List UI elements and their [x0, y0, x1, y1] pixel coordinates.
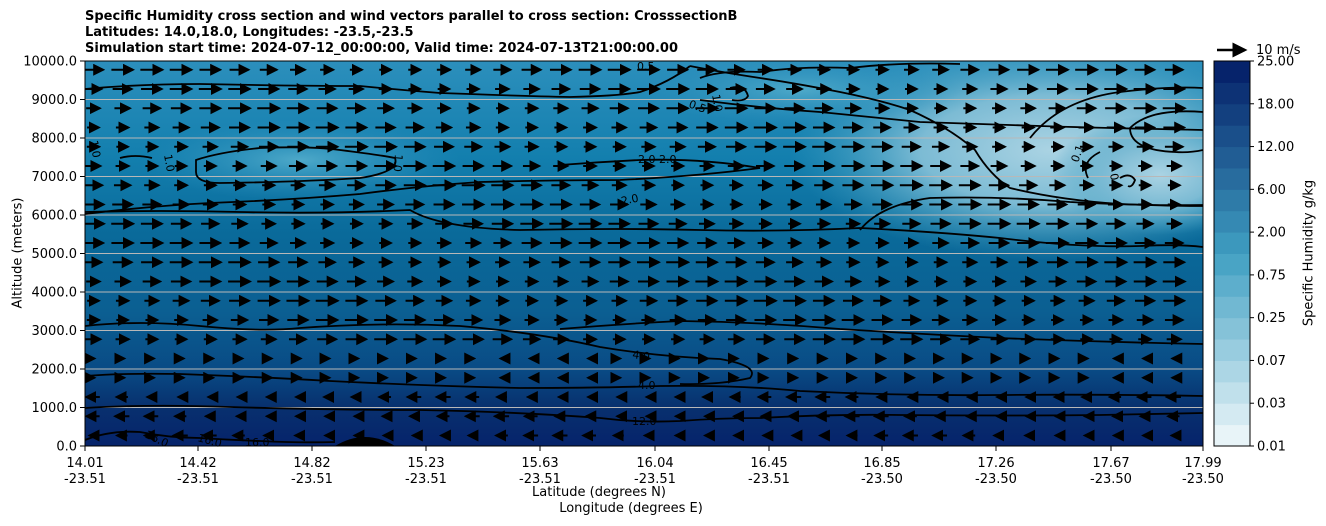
- contour-label: 0.1: [1069, 143, 1087, 164]
- y-tick-label: 8000.0: [32, 132, 78, 147]
- y-tick-label: 1000.0: [32, 401, 78, 416]
- colorbar-level: [1214, 189, 1250, 212]
- colorbar-level: [1214, 103, 1250, 126]
- contour-4-inner: [559, 320, 1203, 345]
- x-tick-label-lat: 14.42: [179, 456, 216, 471]
- contour-4-upper: [85, 322, 753, 386]
- x-tick-label-lat: 17.67: [1092, 456, 1129, 471]
- x-tick-label-lon: -23.50: [1182, 472, 1224, 487]
- x-tick-label-lon: -23.51: [748, 472, 790, 487]
- colorbar-tick-label: 0.25: [1257, 311, 1286, 326]
- contour-label: 16.0: [245, 436, 270, 449]
- colorbar: 0.01 0.03 0.07 0.25 0.75 2.00 6.00 12.00 18.00 25…: [1213, 55, 1294, 455]
- chart-title-line-3: Simulation start time: 2024-07-12_00:00:…: [85, 41, 678, 56]
- x-tick-label-lon: -23.51: [64, 472, 106, 487]
- colorbar-level: [1214, 360, 1250, 383]
- x-tick-label-lat: 14.82: [293, 456, 330, 471]
- contour-1-left: [85, 65, 691, 184]
- x-tick-label-lon: -23.50: [1090, 472, 1132, 487]
- x-tick-label-lat: 15.63: [521, 456, 558, 471]
- colorbar-level: [1214, 274, 1250, 297]
- colorbar-level: [1214, 61, 1250, 83]
- contour-label: 1.0: [390, 154, 404, 173]
- colorbar-frame: [1213, 60, 1251, 447]
- x-axis: 14.01-23.5114.42-23.5114.82-23.5115.23-2…: [64, 446, 1224, 487]
- colorbar-level: [1214, 253, 1250, 276]
- x-axis-label-longitude: Longitude (degrees E): [559, 501, 703, 516]
- contour-label: 4.0: [632, 348, 651, 363]
- contour-label: 2.0 2.0: [638, 153, 676, 166]
- y-tick-label: 4000.0: [32, 286, 78, 301]
- wind-vectors: [85, 63, 1187, 442]
- contour-label: 12.0: [632, 415, 657, 428]
- colorbar-tick-label: 2.00: [1257, 226, 1286, 241]
- y-tick-label: 5000.0: [32, 247, 78, 262]
- y-tick-label: 10000.0: [23, 55, 77, 70]
- x-tick-label-lon: -23.51: [291, 472, 333, 487]
- colorbar-level: [1214, 339, 1250, 361]
- colorbar-level: [1214, 232, 1250, 254]
- wind-reference-label: 10 m/s: [1256, 43, 1301, 58]
- x-tick-label-lon: -23.51: [405, 472, 447, 487]
- x-tick-label-lon: -23.50: [861, 472, 903, 487]
- colorbar-tick-label: 6.00: [1257, 183, 1286, 198]
- x-tick-label-lat: 17.99: [1184, 456, 1221, 471]
- x-tick-label-lat: 16.04: [636, 456, 673, 471]
- contour-label: 0.5: [637, 60, 655, 73]
- colorbar-level: [1214, 125, 1250, 148]
- y-tick-label: 6000.0: [32, 209, 78, 224]
- chart-title-line-2: Latitudes: 14.0,18.0, Longitudes: -23.5,…: [85, 25, 414, 40]
- colorbar-tick-label: 0.75: [1257, 268, 1286, 283]
- contour-label: 1.0: [161, 153, 177, 172]
- x-tick-label-lon: -23.51: [519, 472, 561, 487]
- colorbar-tick-label: 0.01: [1257, 440, 1286, 455]
- colorbar-level: [1214, 210, 1250, 233]
- x-tick-label-lat: 16.85: [863, 456, 900, 471]
- colorbar-tick-label: 0.07: [1257, 354, 1286, 369]
- colorbar-tick-label: 12.00: [1257, 140, 1294, 155]
- contour-label: 0.5: [687, 98, 708, 116]
- colorbar-tick-label: 18.00: [1257, 97, 1294, 112]
- colorbar-level: [1214, 424, 1250, 447]
- y-axis: 0.0 1000.0 2000.0 3000.0 4000.0 5000.0 6000.0 7…: [23, 55, 85, 455]
- x-tick-label-lat: 17.26: [977, 456, 1014, 471]
- x-tick-label-lon: -23.51: [177, 472, 219, 487]
- x-tick-label-lat: 14.01: [66, 456, 103, 471]
- y-tick-label: 3000.0: [32, 324, 78, 339]
- y-tick-label: 9000.0: [32, 93, 78, 108]
- terrain-island: [335, 437, 395, 446]
- chart-title-line-1: Specific Humidity cross section and wind…: [85, 9, 738, 24]
- y-tick-label: 0.0: [56, 440, 77, 455]
- colorbar-level: [1214, 146, 1250, 169]
- colorbar-level: [1214, 317, 1250, 340]
- colorbar-level: [1214, 381, 1250, 404]
- colorbar-level: [1214, 167, 1250, 190]
- colorbar-level: [1214, 403, 1250, 426]
- x-axis-label-latitude: Latitude (degrees N): [532, 485, 666, 500]
- x-tick-label-lon: -23.50: [975, 472, 1017, 487]
- y-tick-label: 2000.0: [32, 363, 78, 378]
- contour-label: 4.0: [638, 379, 656, 392]
- x-tick-label-lat: 16.45: [750, 456, 787, 471]
- x-tick-label-lat: 15.23: [407, 456, 444, 471]
- colorbar-tick-label: 0.03: [1257, 397, 1286, 412]
- colorbar-level: [1214, 82, 1250, 105]
- y-tick-label: 7000.0: [32, 170, 78, 185]
- colorbar-level: [1214, 296, 1250, 319]
- colorbar-tick-label: 25.00: [1257, 55, 1294, 70]
- x-tick-label-lon: -23.51: [634, 472, 676, 487]
